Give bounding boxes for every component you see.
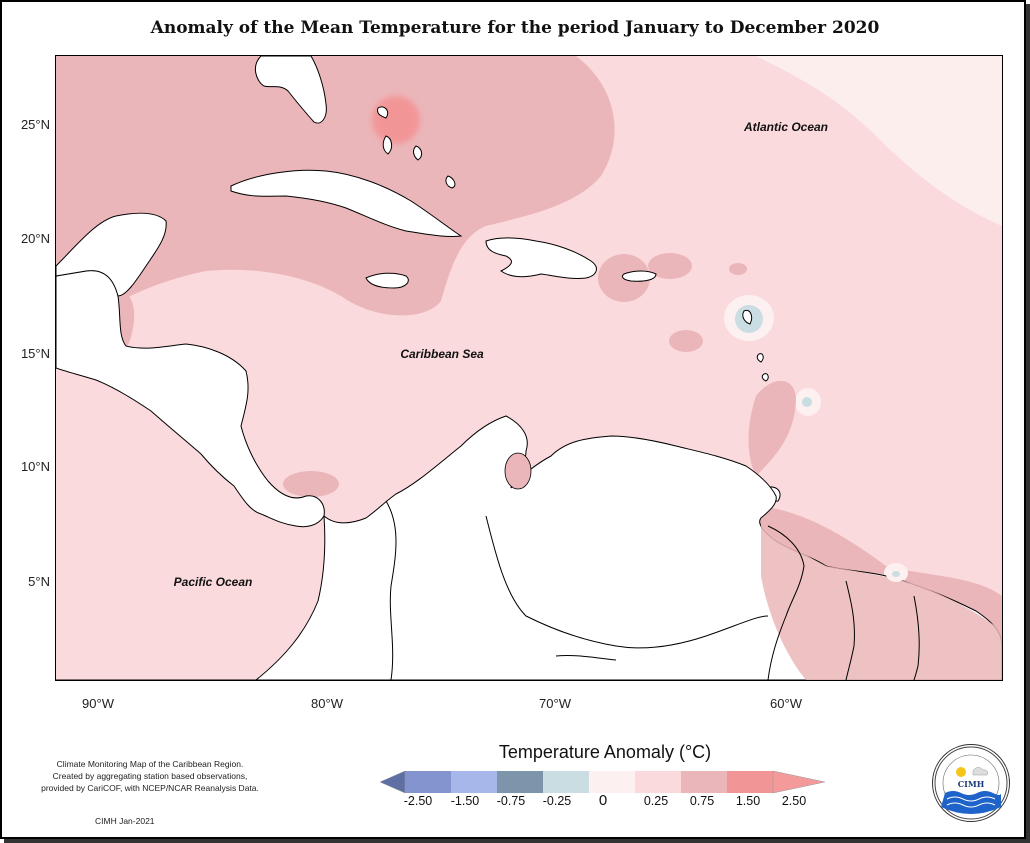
credit-line-2: Created by aggregating station based obs… <box>52 771 248 781</box>
border-venezuela-brazil <box>485 515 769 649</box>
legend-swatch-3 <box>497 771 543 793</box>
lat-label-5n: 5°N <box>28 574 50 589</box>
land-guadeloupe <box>742 309 753 325</box>
land-bahamas-1 <box>377 106 389 119</box>
legend-arrow-high <box>772 770 826 794</box>
label-pacific-ocean: Pacific Ocean <box>174 575 253 589</box>
legend-label-4: -0.25 <box>542 794 572 808</box>
anomaly-patch-caribbean-east <box>669 330 703 352</box>
legend-label-3: -0.75 <box>496 794 526 808</box>
legend-swatch-6 <box>635 771 681 793</box>
border-suriname-guiana <box>913 595 920 680</box>
anomaly-cool-suriname-land <box>892 571 900 577</box>
land-hispaniola <box>485 237 597 279</box>
lat-label-10n: 10°N <box>20 459 50 474</box>
lon-label-70w: 70°W <box>539 696 571 711</box>
lat-label-20n: 20°N <box>20 231 50 246</box>
anomaly-map: Atlantic Ocean Caribbean Sea Pacific Oce… <box>55 55 1003 681</box>
land-martinique <box>756 353 764 363</box>
legend-label-7: 0.75 <box>689 794 715 808</box>
anomaly-field-guianas-land <box>761 518 1002 680</box>
legend-label-5: 0 <box>598 792 608 809</box>
logo-text: CIMH <box>958 779 985 789</box>
land-puerto-rico <box>621 270 657 282</box>
land-cuba <box>230 169 463 237</box>
legend-label-1: -2.50 <box>403 794 433 808</box>
border-colombia-brazil <box>555 655 617 661</box>
anomaly-patch-pr-east <box>648 253 692 279</box>
legend-label-9: 2.50 <box>781 794 807 808</box>
credit-line-1: Climate Monitoring Map of the Caribbean … <box>56 759 244 769</box>
land-bahamas-3 <box>413 145 423 161</box>
anomaly-patch-windward <box>748 380 796 476</box>
legend-swatch-8 <box>727 771 773 793</box>
land-yucatan <box>56 212 167 297</box>
map-canvas: Atlantic Ocean Caribbean Sea Pacific Oce… <box>56 56 1002 680</box>
map-title: Anomaly of the Mean Temperature for the … <box>150 18 880 38</box>
anomaly-hotspot-bahamas <box>372 96 420 144</box>
anomaly-lake-maracaibo <box>504 452 532 490</box>
lon-label-80w: 80°W <box>311 696 343 711</box>
land-south-america <box>56 415 1002 680</box>
land-bahamas-2 <box>382 135 393 155</box>
lon-label-60w: 60°W <box>770 696 802 711</box>
cimh-logo-graphic: CIMH <box>934 746 1008 820</box>
legend-label-8: 1.50 <box>735 794 761 808</box>
legend-label-6: 0.25 <box>643 794 669 808</box>
anomaly-patch-leeward <box>729 263 747 275</box>
credit-line-3: provided by CariCOF, with NCEP/NCAR Rean… <box>41 783 259 793</box>
legend-title: Temperature Anomaly (°C) <box>498 742 712 762</box>
land-florida <box>254 56 327 124</box>
label-caribbean-sea: Caribbean Sea <box>400 347 484 361</box>
legend-arrow-low <box>380 770 406 794</box>
sun-icon <box>956 767 966 777</box>
cloud-icon <box>972 767 989 776</box>
legend-color-bar <box>380 770 826 794</box>
credit-line-4: CIMH Jan-2021 <box>95 816 155 826</box>
legend-swatch-2 <box>451 771 497 793</box>
legend-swatch-1 <box>405 771 451 793</box>
cimh-logo: CIMH <box>932 744 1010 822</box>
lat-label-15n: 15°N <box>20 346 50 361</box>
border-colombia-venezuela <box>385 500 397 680</box>
map-credit: Climate Monitoring Map of the Caribbean … <box>20 758 280 794</box>
land-central-america <box>56 270 325 528</box>
land-jamaica <box>365 272 409 289</box>
anomaly-patch-panama <box>283 471 339 497</box>
legend-swatch-5 <box>589 771 635 793</box>
land-bahamas-4 <box>445 175 456 189</box>
legend-swatch-4 <box>543 771 589 793</box>
lat-label-25n: 25°N <box>20 117 50 132</box>
anomaly-cool-barbados <box>802 397 812 407</box>
lon-label-90w: 90°W <box>82 696 114 711</box>
legend-label-2: -1.50 <box>450 794 480 808</box>
border-guyana-suriname <box>845 580 855 680</box>
label-atlantic-ocean: Atlantic Ocean <box>743 120 828 134</box>
land-st-lucia <box>761 373 769 382</box>
border-venezuela-guyana <box>767 525 805 680</box>
anomaly-field-low-ne <box>756 56 1002 226</box>
legend-swatch-7 <box>681 771 727 793</box>
